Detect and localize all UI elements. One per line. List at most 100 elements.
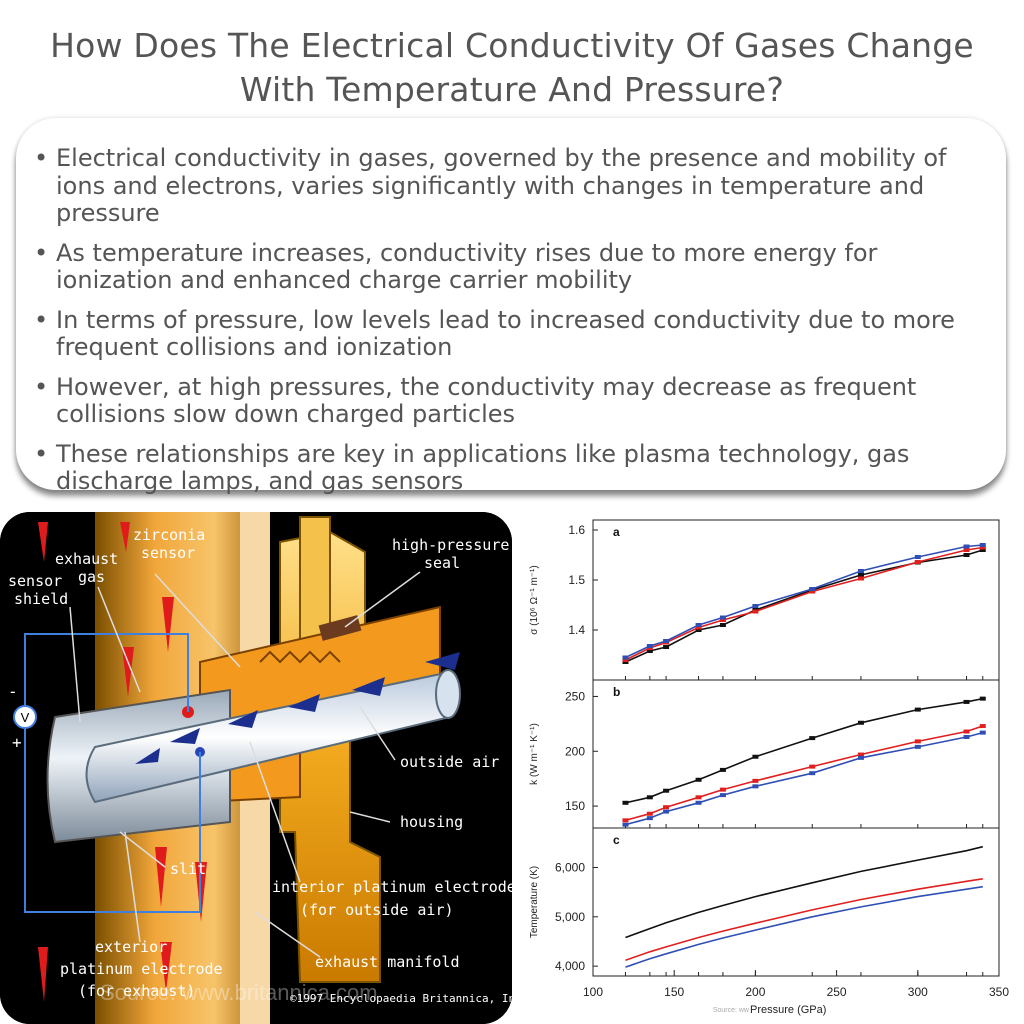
data-point-blue xyxy=(914,744,921,749)
label-outside-air: outside air xyxy=(400,753,499,771)
y-tick-label: 1.4 xyxy=(568,623,585,637)
data-point-red xyxy=(857,752,864,757)
exhaust-arrow xyxy=(38,522,48,562)
label-exhaust-manifold: exhaust manifold xyxy=(315,953,460,971)
x-tick-label: 300 xyxy=(908,985,928,999)
x-tick-label: 250 xyxy=(827,985,847,999)
bullet-item: Electrical conductivity in gases, govern… xyxy=(34,144,984,228)
air-bore xyxy=(85,670,451,804)
data-point-black xyxy=(622,800,629,805)
data-point-black xyxy=(979,548,986,552)
exhaust-arrow xyxy=(160,942,172,992)
data-point-black xyxy=(663,645,670,649)
data-point-blue xyxy=(695,623,702,627)
data-point-red xyxy=(752,778,759,783)
y-tick-label: 5,000 xyxy=(555,910,585,924)
data-point-red xyxy=(914,739,921,744)
label-exterior-electrode: platinum electrode xyxy=(60,960,223,978)
airflow-arrow xyxy=(425,652,460,670)
label-housing: housing xyxy=(400,813,463,831)
y-tick-label: 150 xyxy=(565,799,585,813)
series-line-black xyxy=(625,845,983,939)
data-point-blue xyxy=(719,793,726,798)
airflow-arrow xyxy=(170,728,200,744)
y-axis-label: k (W m⁻¹ K⁻¹) xyxy=(529,723,540,785)
data-point-black xyxy=(979,696,986,701)
data-point-blue xyxy=(857,755,864,760)
panel-label: a xyxy=(613,525,620,539)
series-line-blue xyxy=(625,731,984,826)
y-axis-label: σ (10⁶ Ω⁻¹ m⁻¹) xyxy=(529,565,540,634)
copyright-text: ©1997 Encyclopaedia Britannica, Inc. xyxy=(290,992,512,1005)
y-tick-label: 200 xyxy=(565,744,585,758)
source-watermark: Source: www.britannica.com xyxy=(100,980,378,1005)
thread-marks xyxy=(259,650,341,664)
data-point-red xyxy=(622,658,629,662)
y-tick-label: 6,000 xyxy=(555,860,585,874)
data-point-red xyxy=(979,724,986,729)
bore-opening xyxy=(435,669,461,719)
airflow-arrow xyxy=(288,694,320,712)
series-line-red xyxy=(625,546,983,661)
data-point-black xyxy=(809,736,816,741)
data-point-blue xyxy=(857,569,864,573)
leader-lines xyxy=(69,571,421,958)
label-zirconia: zirconia xyxy=(133,526,205,544)
x-axis-label: Pressure (GPa) xyxy=(750,1004,826,1016)
data-point-red xyxy=(809,764,816,769)
data-point-black xyxy=(857,573,864,577)
conductivity-chart: a 1.4 1.5 1.6 σ (10⁶ Ω⁻¹ m⁻¹) b 150 200 250 k (W … xyxy=(519,514,1024,1020)
plot-frame xyxy=(592,827,1000,977)
data-point-blue xyxy=(752,784,759,789)
plot-frame xyxy=(592,679,1000,829)
title-line-2: With Temperature And Pressure? xyxy=(239,70,785,109)
data-point-red xyxy=(809,589,816,594)
data-point-blue xyxy=(809,587,816,591)
page-title: How Does The Electrical Conductivity Of … xyxy=(0,24,1024,112)
series-line-blue xyxy=(625,885,983,968)
data-point-blue xyxy=(663,809,670,814)
housing-top-nut xyxy=(299,516,331,643)
data-point-red xyxy=(663,805,670,810)
data-point-blue xyxy=(979,730,986,735)
airflow-arrow xyxy=(228,710,258,728)
panel-label: c xyxy=(613,833,620,847)
airflow-arrows xyxy=(135,652,460,764)
y-axis-label: Temperature (K) xyxy=(529,866,540,938)
data-point-blue xyxy=(719,615,726,620)
data-point-red xyxy=(963,729,970,734)
series-line-black xyxy=(625,549,984,663)
series-line-black xyxy=(625,697,983,804)
data-point-blue xyxy=(963,735,970,740)
panel-label: b xyxy=(613,685,620,699)
airflow-arrow xyxy=(135,748,160,764)
label-zirconia-sensor: sensor xyxy=(141,544,195,562)
x-tick-label: 350 xyxy=(989,985,1009,999)
x-tick-label: 150 xyxy=(664,985,684,999)
label-exterior-electrode-note: (for exhaust) xyxy=(78,982,195,1000)
high-pressure-seal-top xyxy=(318,615,362,641)
label-seal: seal xyxy=(424,554,460,572)
bullet-item: As temperature increases, conductivity r… xyxy=(34,239,984,295)
data-point-blue xyxy=(979,543,986,547)
title-line-1: How Does The Electrical Conductivity Of … xyxy=(50,26,974,65)
plot-frame xyxy=(592,519,1000,681)
label-exterior: exterior xyxy=(95,938,167,956)
data-point-red xyxy=(963,548,970,552)
data-point-black xyxy=(646,649,653,653)
label-plus: + xyxy=(12,733,22,752)
label-gas: gas xyxy=(78,568,105,586)
exhaust-arrow xyxy=(120,522,130,552)
exhaust-arrow xyxy=(162,597,174,652)
exhaust-arrow xyxy=(122,647,134,697)
y-tick-label: 250 xyxy=(565,689,585,703)
bullet-list: Electrical conductivity in gases, govern… xyxy=(34,144,984,508)
exhaust-arrow xyxy=(38,947,48,1002)
data-point-blue xyxy=(646,644,653,648)
y-tick-label: 4,000 xyxy=(555,959,585,973)
data-point-black xyxy=(752,754,759,759)
circuit-wire xyxy=(24,633,201,913)
data-point-red xyxy=(857,576,864,581)
data-point-red xyxy=(979,545,986,550)
data-point-blue xyxy=(622,822,629,827)
